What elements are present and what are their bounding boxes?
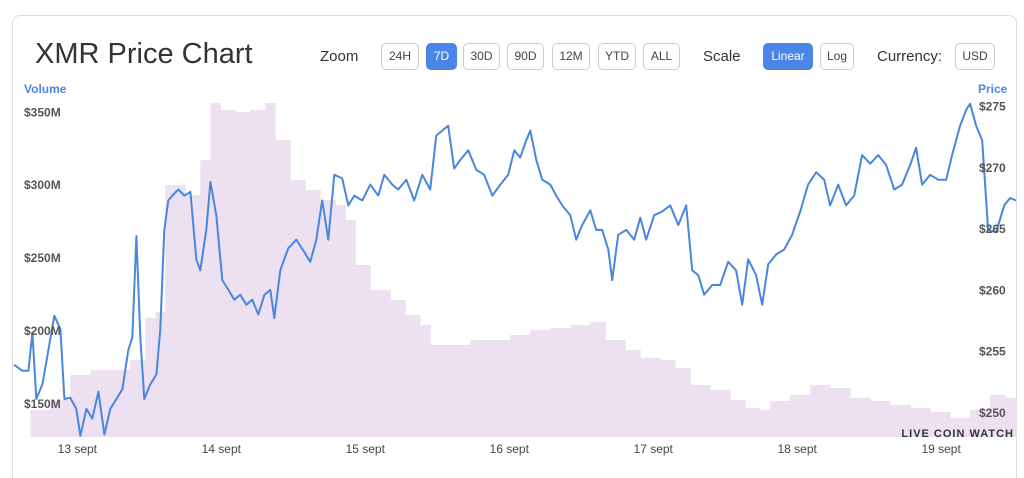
volume-bar bbox=[290, 180, 306, 437]
x-tick-label: 15 sept bbox=[346, 442, 386, 456]
volume-bar bbox=[550, 328, 571, 437]
zoom-button[interactable]: 24H bbox=[381, 43, 419, 70]
volume-bar bbox=[220, 110, 236, 438]
volume-bar bbox=[250, 110, 266, 438]
volume-bar bbox=[405, 314, 421, 437]
y-tick-label: $250M bbox=[24, 251, 61, 265]
volume-bar bbox=[30, 409, 51, 437]
volume-bar bbox=[530, 329, 551, 437]
volume-bar bbox=[210, 103, 221, 438]
card bbox=[12, 15, 1017, 478]
volume-bar bbox=[710, 389, 731, 437]
zoom-button[interactable]: 90D bbox=[507, 43, 544, 70]
scale-label: Scale bbox=[703, 48, 741, 65]
watermark: LIVE COIN WATCH bbox=[901, 428, 1014, 440]
y-tick-label: $350M bbox=[24, 105, 61, 119]
volume-bar bbox=[145, 317, 156, 437]
volume-bar bbox=[850, 397, 871, 437]
volume-bar bbox=[625, 349, 641, 437]
volume-bar bbox=[910, 407, 931, 437]
zoom-button[interactable]: 30D bbox=[463, 43, 500, 70]
volume-bar bbox=[950, 417, 971, 437]
volume-bar bbox=[200, 160, 211, 437]
volume-bar bbox=[430, 344, 451, 437]
y2-axis-title: Price bbox=[978, 82, 1008, 96]
volume-bar bbox=[335, 205, 346, 437]
volume-bar bbox=[345, 220, 356, 437]
volume-bar bbox=[810, 384, 831, 437]
volume-bar bbox=[420, 324, 431, 437]
volume-bar bbox=[155, 311, 166, 437]
y2-tick-label: $275 bbox=[979, 100, 1006, 114]
volume-bar bbox=[660, 359, 676, 437]
volume-bar bbox=[745, 407, 761, 437]
volume-bar bbox=[470, 339, 491, 437]
volume-bar bbox=[590, 321, 606, 437]
volume-bar bbox=[570, 324, 591, 437]
volume-bar bbox=[890, 404, 911, 437]
title: XMR Price Chart bbox=[35, 38, 253, 70]
volume-bar bbox=[130, 359, 146, 437]
volume-bar bbox=[510, 334, 531, 437]
volume-bar bbox=[110, 369, 131, 437]
y2-tick-label: $255 bbox=[979, 345, 1006, 359]
volume-bar bbox=[320, 200, 336, 437]
zoom-button[interactable]: 12M bbox=[552, 43, 590, 70]
x-tick-label: 17 sept bbox=[634, 442, 674, 456]
y2-tick-label: $260 bbox=[979, 283, 1006, 297]
volume-bar bbox=[760, 409, 771, 437]
volume-bar bbox=[490, 339, 511, 437]
price-line bbox=[13, 102, 1017, 437]
y-tick-label: $150M bbox=[24, 397, 61, 411]
volume-bar bbox=[640, 357, 661, 437]
currency-button[interactable]: USD bbox=[955, 43, 995, 70]
volume-bar bbox=[355, 264, 371, 437]
volume-bar bbox=[450, 344, 471, 437]
x-tick-label: 13 sept bbox=[58, 442, 98, 456]
volume-bar bbox=[870, 400, 891, 437]
volume-bar bbox=[790, 394, 811, 437]
volume-bar bbox=[730, 399, 746, 437]
volume-bar bbox=[1005, 397, 1017, 437]
volume-bar bbox=[275, 140, 291, 437]
volume-bar bbox=[970, 409, 991, 437]
zoom-button[interactable]: ALL bbox=[643, 43, 680, 70]
volume-bar bbox=[305, 190, 321, 437]
volume-bar bbox=[770, 400, 791, 437]
y2-tick-label: $270 bbox=[979, 161, 1006, 175]
y-tick-label: $300M bbox=[24, 178, 61, 192]
currency-label: Currency: bbox=[877, 48, 943, 65]
volume-bar bbox=[175, 185, 186, 437]
y-tick-label: $200M bbox=[24, 324, 61, 338]
y2-tick-label: $250 bbox=[979, 406, 1006, 420]
zoom-button[interactable]: YTD bbox=[598, 43, 636, 70]
x-tick-label: 16 sept bbox=[490, 442, 530, 456]
scale-button[interactable]: Linear bbox=[763, 43, 813, 70]
volume-bar bbox=[990, 394, 1006, 437]
x-tick-label: 19 sept bbox=[921, 442, 961, 456]
zoom-button[interactable]: 7D bbox=[426, 43, 457, 70]
volume-bar bbox=[830, 387, 851, 437]
x-tick-label: 18 sept bbox=[777, 442, 817, 456]
volume-bar bbox=[605, 339, 626, 437]
zoom-label: Zoom bbox=[320, 48, 359, 65]
x-tick-label: 14 sept bbox=[202, 442, 242, 456]
volume-bar bbox=[165, 185, 176, 437]
volume-bar bbox=[265, 103, 276, 438]
volume-bar bbox=[235, 112, 251, 438]
volume-bar bbox=[930, 411, 951, 437]
volume-bar bbox=[70, 374, 91, 437]
volume-bar bbox=[675, 367, 691, 437]
volume-bar bbox=[370, 289, 391, 437]
volume-bar bbox=[390, 300, 406, 437]
y2-tick-label: $265 bbox=[979, 222, 1006, 236]
y-axis-title: Volume bbox=[24, 82, 67, 96]
volume-bar bbox=[50, 399, 71, 437]
scale-button[interactable]: Log bbox=[820, 43, 854, 70]
volume-bar bbox=[690, 384, 711, 437]
